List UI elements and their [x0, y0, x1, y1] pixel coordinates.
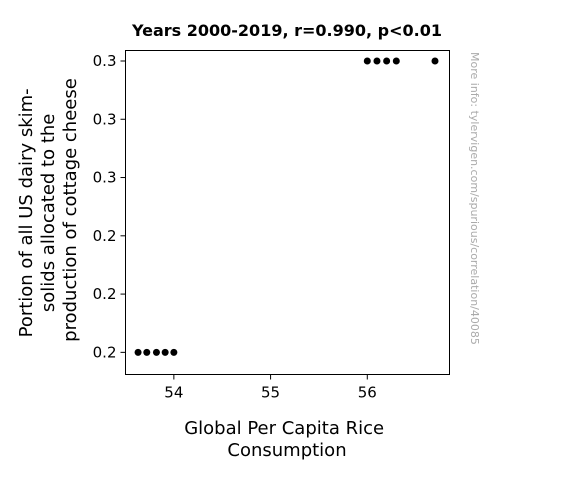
chart-title: Years 2000-2019, r=0.990, p<0.01 — [131, 21, 442, 40]
y-tick-label: 0.3 — [93, 52, 117, 70]
y-axis-label-line-3: production of cottage cheese — [60, 78, 81, 342]
x-axis: 54 55 56 — [164, 374, 377, 402]
x-axis-label: Global Per Capita Rice Consumption — [184, 418, 390, 461]
y-tick-label: 0.2 — [93, 285, 117, 303]
data-point — [383, 57, 391, 65]
data-point — [170, 348, 178, 356]
y-tick-label: 0.2 — [93, 343, 117, 361]
x-tick-label: 54 — [164, 384, 183, 402]
data-point — [431, 57, 439, 65]
y-axis: 0.2 0.2 0.2 0.3 0.3 0.3 — [93, 52, 126, 361]
data-point — [134, 348, 142, 356]
y-axis-label-line-1: Portion of all US dairy skim- — [16, 88, 37, 337]
x-tick-label: 55 — [261, 384, 280, 402]
data-points — [134, 57, 439, 356]
data-point — [373, 57, 381, 65]
x-axis-label-line-1: Global Per Capita Rice — [184, 418, 384, 439]
data-point — [143, 348, 151, 356]
plot-area — [125, 50, 450, 375]
y-tick-label: 0.3 — [93, 169, 117, 187]
data-point — [392, 57, 400, 65]
data-point — [161, 348, 169, 356]
y-axis-label-line-2: solids allocated to the — [38, 114, 59, 313]
x-axis-label-line-2: Consumption — [227, 440, 346, 461]
source-watermark: More info: tylervigen.com/spurious/corre… — [468, 52, 481, 345]
y-tick-label: 0.2 — [93, 227, 117, 245]
data-point — [152, 348, 160, 356]
y-axis-label: Portion of all US dairy skim- solids all… — [16, 78, 81, 342]
x-tick-label: 56 — [358, 384, 377, 402]
data-point — [363, 57, 371, 65]
y-tick-label: 0.3 — [93, 110, 117, 128]
